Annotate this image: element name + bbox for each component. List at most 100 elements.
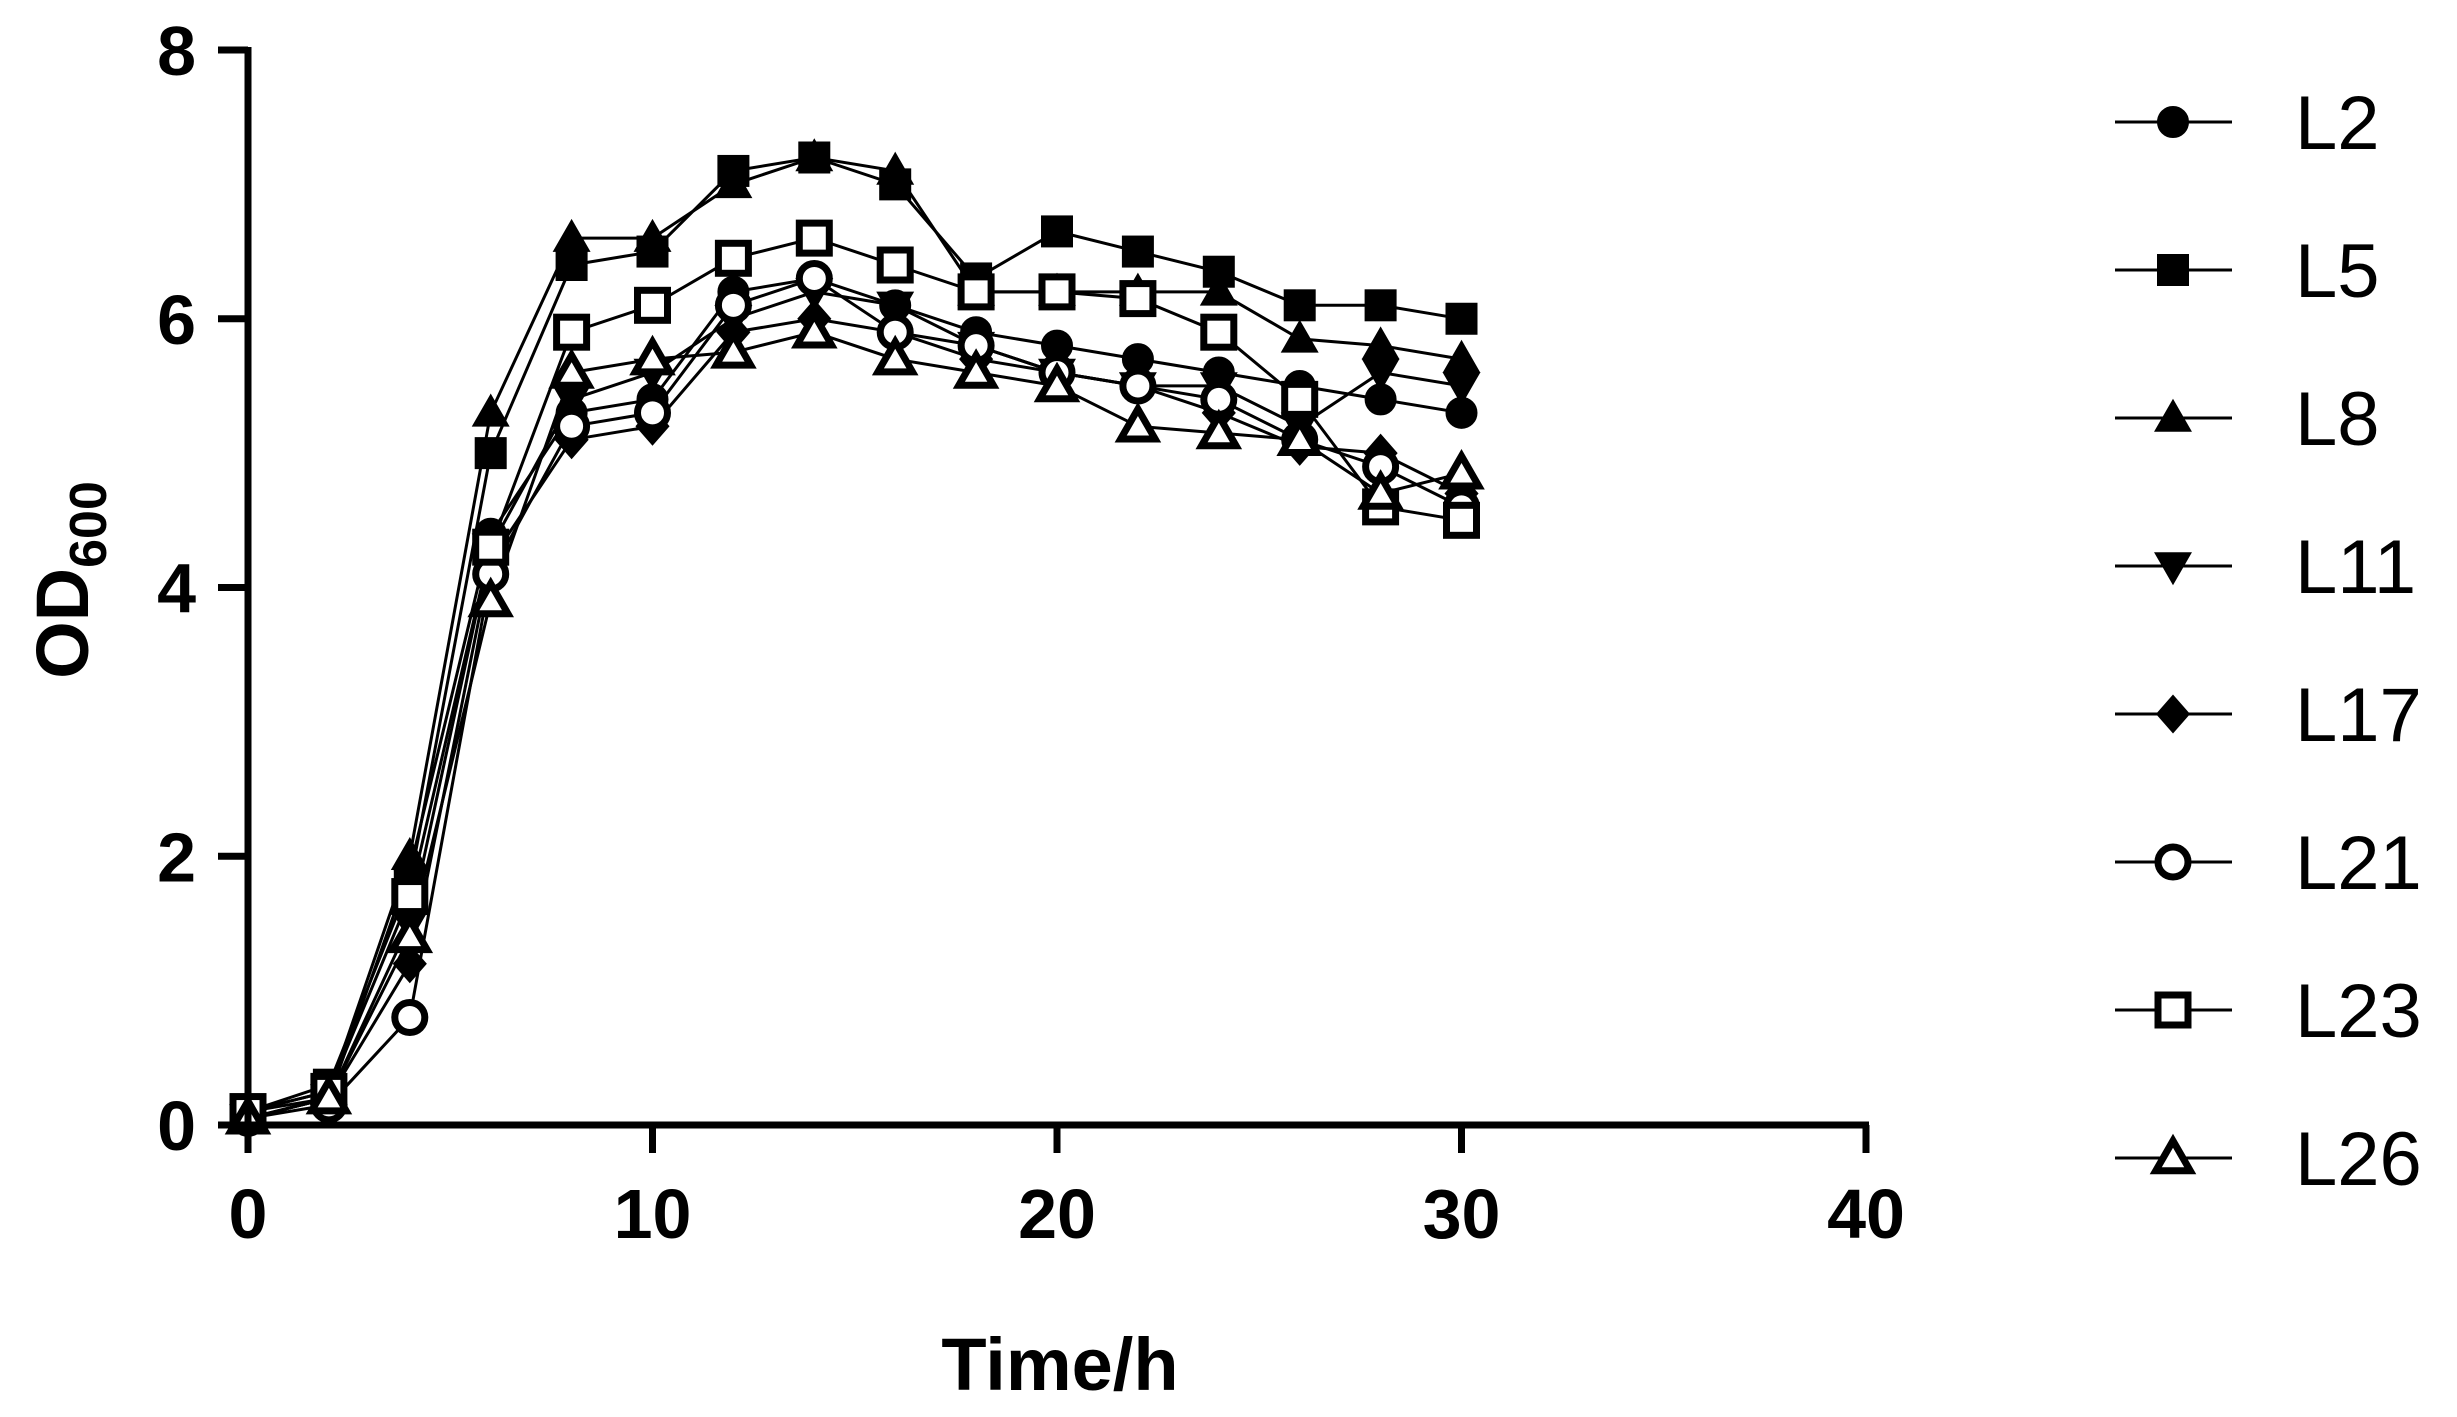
data-point-l26	[1438, 449, 1485, 490]
y-axis-title: OD600	[21, 481, 118, 679]
legend-label: L26	[2295, 1117, 2422, 1202]
y-tick-label: 8	[157, 12, 196, 90]
legend-marker-l2	[2157, 106, 2189, 138]
data-point-l5	[1121, 235, 1154, 268]
legend-label: L17	[2295, 673, 2422, 758]
legend-marker-l11	[2154, 552, 2192, 586]
data-point-l8	[1361, 326, 1400, 360]
legend-label: L2	[2295, 81, 2380, 166]
data-point-l23	[957, 273, 995, 311]
legend-item-l26: L26	[2115, 1117, 2422, 1202]
data-point-l26	[548, 348, 595, 389]
data-point-l5	[1364, 289, 1397, 322]
series-line-l11	[247, 290, 1462, 1120]
data-point-l23	[1200, 313, 1238, 351]
series-points-l5	[232, 141, 1478, 1128]
data-point-l5	[1283, 289, 1316, 322]
data-point-l26	[1195, 408, 1243, 450]
series-line-l2	[247, 276, 1462, 1114]
data-point-l5	[555, 249, 588, 281]
data-point-l8	[390, 836, 429, 870]
legend-item-l17: L17	[2115, 673, 2422, 758]
series-line-l17	[247, 317, 1463, 1120]
data-point-l23	[714, 239, 752, 277]
legend-label: L11	[2295, 525, 2416, 610]
x-tick-label: 10	[614, 1175, 692, 1253]
data-point-l5	[1445, 302, 1478, 335]
legend-marker-l17	[2155, 694, 2191, 734]
series-line-l23	[247, 236, 1462, 1114]
data-point-l26	[791, 307, 838, 349]
data-point-l8	[1442, 339, 1481, 373]
series-line-l5	[247, 155, 1462, 1114]
data-point-l11	[1442, 372, 1481, 406]
y-axis-title-main: OD	[21, 568, 104, 679]
series-line-l26	[247, 330, 1462, 1120]
data-point-l21	[634, 394, 671, 432]
legend-label: L23	[2295, 969, 2422, 1054]
data-point-l26	[386, 912, 434, 954]
data-point-l26	[952, 348, 1000, 389]
legend-item-l11: L11	[2115, 525, 2416, 610]
legend-marker-l26	[2149, 1133, 2197, 1175]
x-ticks: 0 10 20 30 40	[229, 1125, 1905, 1253]
data-point-l23	[472, 528, 510, 566]
data-point-l23	[1038, 273, 1076, 311]
data-point-l8	[1280, 319, 1319, 353]
plot-markers	[224, 138, 1485, 1138]
legend-item-l23: L23	[2115, 969, 2422, 1054]
legend-item-l5: L5	[2115, 229, 2380, 314]
data-point-l23	[391, 878, 429, 916]
data-point-l26	[1114, 401, 1162, 443]
data-point-l11	[876, 291, 915, 325]
data-point-l21	[553, 407, 591, 445]
legend-marker-l23	[2154, 991, 2192, 1029]
legend-marker-l8	[2154, 398, 2192, 432]
data-point-l21	[795, 259, 833, 297]
data-point-l11	[1361, 358, 1400, 392]
plot-lines	[247, 155, 1463, 1120]
data-point-l23	[1281, 380, 1319, 418]
x-tick-label: 40	[1827, 1175, 1905, 1253]
data-point-l8	[714, 165, 753, 199]
series-line-l8	[247, 155, 1462, 1114]
legend-item-l21: L21	[2115, 821, 2422, 906]
data-point-l23	[634, 286, 671, 324]
data-point-l23	[1443, 501, 1480, 539]
x-axis-title: Time/h	[941, 1323, 1178, 1406]
data-point-l23	[1119, 280, 1157, 318]
legend-label: L21	[2295, 821, 2422, 906]
y-tick-label: 6	[157, 281, 196, 359]
data-point-l26	[1357, 469, 1404, 510]
data-point-l8	[633, 218, 672, 252]
y-tick-label: 4	[157, 550, 196, 628]
data-point-l26	[710, 328, 757, 369]
data-point-l23	[795, 219, 833, 257]
data-point-l21	[714, 286, 752, 324]
data-point-l21	[391, 999, 429, 1036]
x-tick-label: 0	[229, 1175, 268, 1253]
legend: L2 L5 L8 L11 L17 L21 L23 L26	[2115, 81, 2422, 1202]
data-point-l5	[474, 437, 507, 470]
y-tick-label: 2	[157, 818, 196, 896]
data-point-l17	[392, 944, 427, 984]
series-points-l23	[229, 219, 1480, 1131]
data-point-l5	[1041, 215, 1073, 248]
data-point-l26	[305, 1073, 353, 1115]
legend-label: L5	[2295, 229, 2380, 314]
data-point-l26	[629, 334, 676, 376]
data-point-l8	[876, 151, 915, 185]
y-tick-label: 0	[157, 1087, 196, 1165]
data-point-l8	[1199, 272, 1238, 306]
data-point-l26	[1276, 415, 1323, 456]
data-point-l21	[1119, 367, 1157, 405]
data-point-l8	[552, 218, 591, 252]
data-point-l23	[876, 246, 914, 284]
data-point-l26	[467, 576, 514, 618]
data-point-l8	[471, 393, 510, 427]
legend-item-l2: L2	[2115, 81, 2380, 166]
legend-marker-l21	[2154, 843, 2192, 881]
x-tick-label: 20	[1018, 1175, 1096, 1253]
data-point-l26	[1033, 361, 1081, 403]
